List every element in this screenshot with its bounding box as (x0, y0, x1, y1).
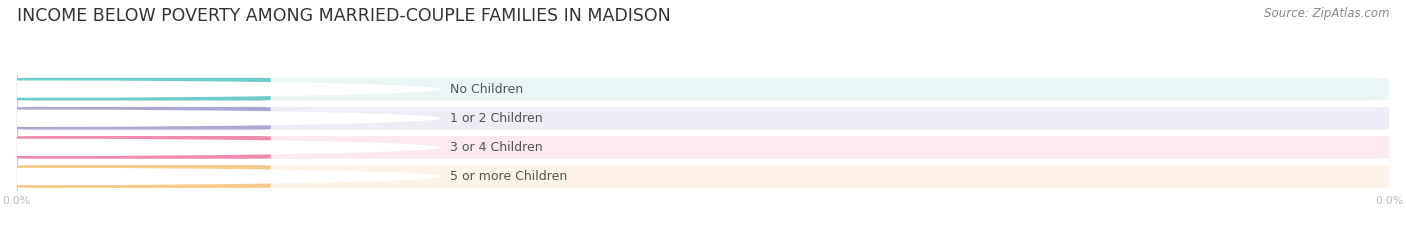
FancyBboxPatch shape (17, 78, 1389, 100)
FancyBboxPatch shape (17, 136, 1389, 159)
Text: 0.0%: 0.0% (228, 83, 260, 96)
Text: Source: ZipAtlas.com: Source: ZipAtlas.com (1264, 7, 1389, 20)
Circle shape (0, 139, 441, 156)
Text: 0.0%: 0.0% (228, 112, 260, 125)
Text: 0.0%: 0.0% (228, 170, 260, 183)
Text: 3 or 4 Children: 3 or 4 Children (450, 141, 543, 154)
Text: 1 or 2 Children: 1 or 2 Children (450, 112, 543, 125)
Circle shape (0, 110, 441, 127)
Text: 0.0%: 0.0% (228, 141, 260, 154)
FancyBboxPatch shape (17, 107, 271, 130)
FancyBboxPatch shape (17, 165, 1389, 188)
FancyBboxPatch shape (17, 165, 271, 188)
Circle shape (0, 80, 441, 98)
FancyBboxPatch shape (17, 78, 271, 100)
Text: 5 or more Children: 5 or more Children (450, 170, 567, 183)
Text: INCOME BELOW POVERTY AMONG MARRIED-COUPLE FAMILIES IN MADISON: INCOME BELOW POVERTY AMONG MARRIED-COUPL… (17, 7, 671, 25)
Text: No Children: No Children (450, 83, 523, 96)
Circle shape (0, 168, 441, 185)
FancyBboxPatch shape (17, 136, 271, 159)
FancyBboxPatch shape (17, 107, 1389, 130)
